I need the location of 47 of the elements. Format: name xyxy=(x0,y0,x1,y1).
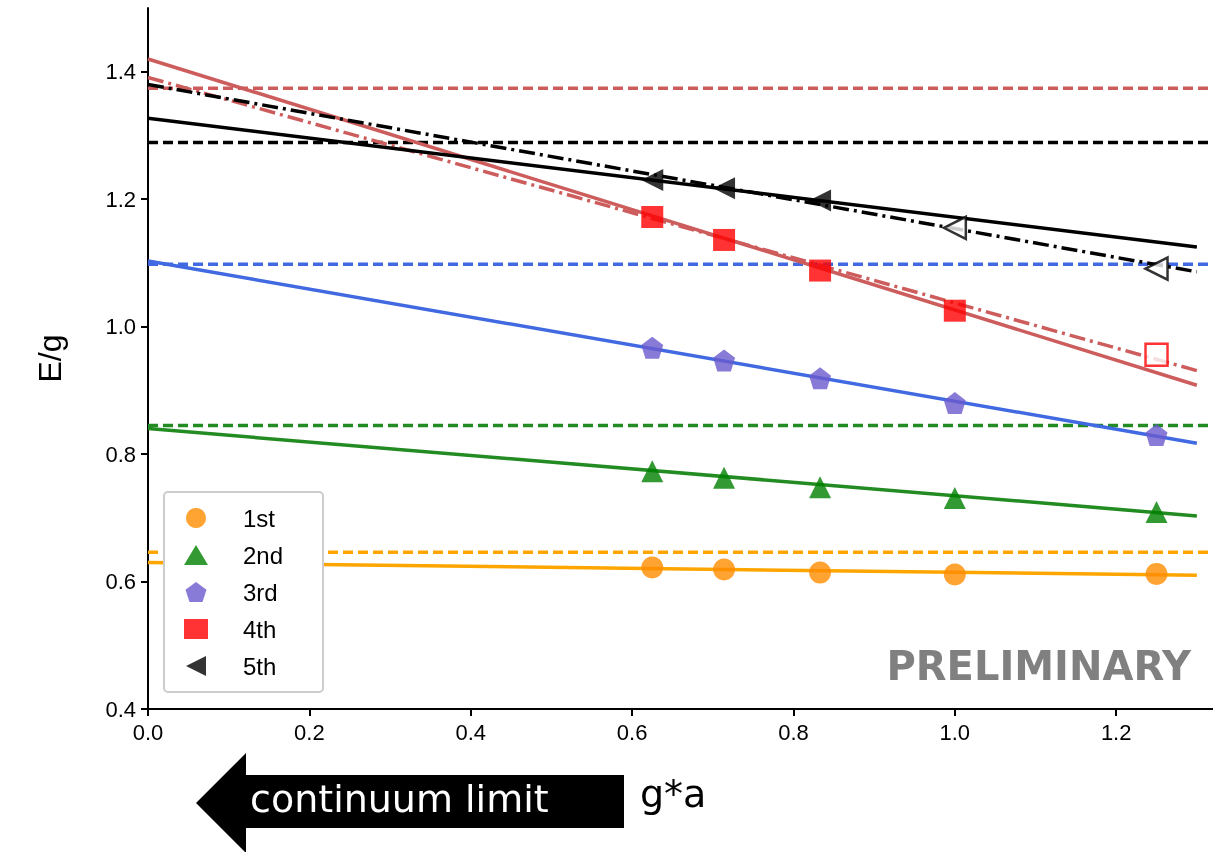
legend-label: 5th xyxy=(243,652,277,680)
x-tick-label: 0.6 xyxy=(616,719,648,745)
point xyxy=(809,189,832,212)
legend-label: 1st xyxy=(243,504,276,532)
point xyxy=(641,556,664,579)
y-tick-label: 0.8 xyxy=(105,441,136,467)
x-tick-label: 0.0 xyxy=(132,719,164,745)
x-tick-label: 0.4 xyxy=(455,719,487,745)
point xyxy=(1145,501,1168,524)
point xyxy=(713,558,736,581)
point xyxy=(943,392,966,415)
point xyxy=(641,460,664,483)
point xyxy=(1144,342,1169,367)
x-tick-label: 1.2 xyxy=(1100,719,1132,745)
point xyxy=(713,228,736,251)
y-tick-label: 1.4 xyxy=(105,59,136,85)
point xyxy=(713,177,736,200)
y-tick-label: 1.0 xyxy=(105,314,136,340)
x-tick-label: 0.8 xyxy=(778,719,809,745)
y-tick-label: 0.6 xyxy=(105,569,136,595)
point xyxy=(641,206,664,229)
point xyxy=(809,476,832,499)
point xyxy=(809,561,832,584)
point xyxy=(1145,562,1168,585)
point xyxy=(641,336,664,359)
point xyxy=(713,349,736,372)
point xyxy=(943,299,966,322)
annotation: PRELIMINARY xyxy=(886,643,1191,689)
point xyxy=(1145,423,1168,446)
legend-label: 3rd xyxy=(243,578,278,606)
point xyxy=(1144,256,1169,281)
y-tick-label: 0.4 xyxy=(105,696,136,722)
x-tick-label: 1.0 xyxy=(939,719,971,745)
x-tick-label: 0.2 xyxy=(294,719,325,745)
point xyxy=(809,367,832,390)
legend-label: 2nd xyxy=(243,541,284,569)
point xyxy=(943,563,966,586)
point xyxy=(943,487,966,510)
point xyxy=(942,215,968,241)
x-axis-title: g*a xyxy=(640,772,707,816)
point xyxy=(809,259,832,282)
point xyxy=(641,169,664,192)
y-tick-label: 1.2 xyxy=(105,186,136,212)
point xyxy=(713,466,736,489)
text: continuum limit xyxy=(250,777,549,821)
legend-label: 4th xyxy=(243,615,277,643)
y-axis-title: E/g xyxy=(32,334,68,383)
